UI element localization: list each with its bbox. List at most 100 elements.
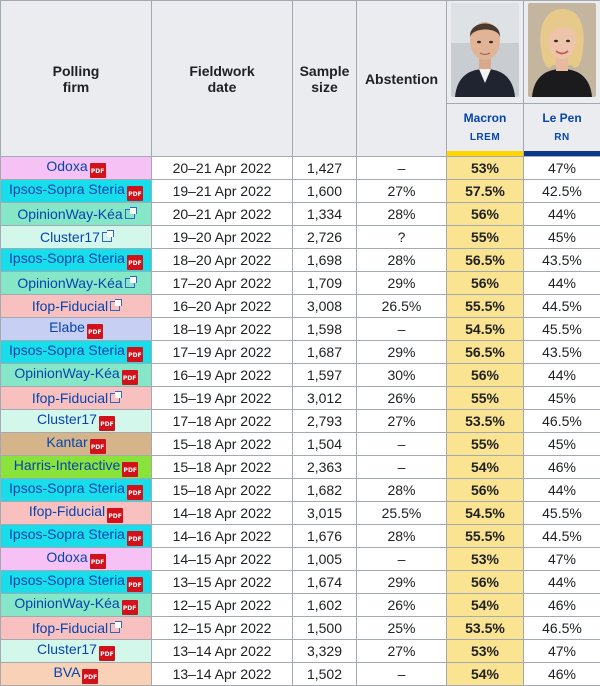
polling-firm-link[interactable]: Harris-Interactive (14, 457, 121, 473)
pdf-icon[interactable]: PDF (127, 577, 143, 592)
pdf-icon[interactable]: PDF (122, 370, 138, 385)
sample-size-cell: 1,427 (293, 157, 357, 180)
pdf-icon[interactable]: PDF (99, 416, 115, 431)
pdf-icon[interactable]: PDF (82, 669, 98, 684)
abstention-cell: 28% (357, 525, 447, 548)
external-link-icon[interactable] (125, 209, 135, 219)
macron-portrait[interactable] (451, 3, 519, 97)
pdf-icon[interactable]: PDF (122, 600, 138, 615)
le-pen-party-color-bar (524, 151, 600, 156)
macron-percentage-cell: 53% (447, 640, 524, 663)
pdf-icon[interactable]: PDF (99, 646, 115, 661)
fieldwork-date-cell: 18–20 Apr 2022 (152, 249, 293, 272)
pdf-icon[interactable]: PDF (127, 186, 143, 201)
pdf-icon[interactable]: PDF (122, 462, 138, 477)
abstention-cell: – (357, 663, 447, 686)
candidate-macron-name[interactable]: Macron (447, 110, 523, 126)
macron-percentage-cell: 56.5% (447, 341, 524, 364)
header-abstention[interactable]: Abstention (357, 1, 447, 157)
polling-firm-cell: Ifop-Fiducial (1, 617, 152, 640)
le-pen-photo-cell (524, 1, 600, 104)
le-pen-percentage-cell: 46.5% (524, 410, 600, 433)
le-pen-percentage-cell: 45.5% (524, 318, 600, 341)
polling-firm-link[interactable]: Cluster17 (37, 411, 97, 427)
polling-firm-link[interactable]: Ipsos-Sopra Steria (9, 526, 125, 542)
sample-size-cell: 1,674 (293, 571, 357, 594)
polling-firm-link[interactable]: OpinionWay-Kéa (14, 595, 119, 611)
macron-percentage-cell: 56% (447, 479, 524, 502)
polling-firm-link[interactable]: Ifop-Fiducial (29, 503, 105, 519)
pdf-icon[interactable]: PDF (127, 531, 143, 546)
candidate-le-pen-party[interactable]: RN (524, 130, 600, 146)
fieldwork-date-cell: 17–20 Apr 2022 (152, 272, 293, 295)
external-link-icon[interactable] (110, 301, 120, 311)
sample-size-cell: 1,005 (293, 548, 357, 571)
header-polling-firm-label: Polling firm (46, 63, 106, 95)
polling-firm-link[interactable]: Ipsos-Sopra Steria (9, 342, 125, 358)
fieldwork-date-cell: 12–15 Apr 2022 (152, 594, 293, 617)
macron-percentage-cell: 56.5% (447, 249, 524, 272)
abstention-cell: 28% (357, 203, 447, 226)
external-link-icon[interactable] (125, 278, 135, 288)
polling-firm-link[interactable]: OpinionWay-Kéa (17, 206, 122, 222)
polling-firm-link[interactable]: Ifop-Fiducial (32, 620, 108, 636)
external-link-icon[interactable] (110, 623, 120, 633)
candidate-macron-party[interactable]: LREM (447, 130, 523, 146)
external-link-icon[interactable] (102, 232, 112, 242)
polling-firm-link[interactable]: Odoxa (46, 158, 87, 174)
polling-firm-link[interactable]: Odoxa (46, 549, 87, 565)
sample-size-cell: 3,015 (293, 502, 357, 525)
polling-firm-cell: OpinionWay-Kéa (1, 272, 152, 295)
le-pen-percentage-cell: 44% (524, 203, 600, 226)
pdf-icon[interactable]: PDF (107, 508, 123, 523)
macron-percentage-cell: 54.5% (447, 502, 524, 525)
polling-firm-link[interactable]: Ipsos-Sopra Steria (9, 480, 125, 496)
abstention-cell: 26.5% (357, 295, 447, 318)
polling-firm-link[interactable]: Ifop-Fiducial (32, 298, 108, 314)
polling-firm-link[interactable]: BVA (54, 664, 81, 680)
macron-percentage-cell: 53% (447, 157, 524, 180)
polling-firm-link[interactable]: OpinionWay-Kéa (17, 275, 122, 291)
pdf-icon[interactable]: PDF (87, 324, 103, 339)
polling-firm-link[interactable]: Ipsos-Sopra Steria (9, 250, 125, 266)
candidate-le-pen-name[interactable]: Le Pen (524, 110, 600, 126)
pdf-icon[interactable]: PDF (127, 485, 143, 500)
header-fieldwork-date[interactable]: Fieldwork date (152, 1, 293, 157)
pdf-icon[interactable]: PDF (90, 554, 106, 569)
polling-firm-cell: Ifop-Fiducial (1, 387, 152, 410)
le-pen-percentage-cell: 46.5% (524, 617, 600, 640)
abstention-cell: 29% (357, 341, 447, 364)
abstention-cell: – (357, 456, 447, 479)
fieldwork-date-cell: 14–15 Apr 2022 (152, 548, 293, 571)
polling-firm-link[interactable]: OpinionWay-Kéa (14, 365, 119, 381)
polling-firm-link[interactable]: Cluster17 (40, 229, 100, 245)
le-pen-percentage-cell: 44% (524, 479, 600, 502)
fieldwork-date-cell: 13–15 Apr 2022 (152, 571, 293, 594)
polling-firm-link[interactable]: Ipsos-Sopra Steria (9, 572, 125, 588)
pdf-icon[interactable]: PDF (127, 255, 143, 270)
abstention-cell: 29% (357, 571, 447, 594)
pdf-icon[interactable]: PDF (127, 347, 143, 362)
le-pen-percentage-cell: 47% (524, 157, 600, 180)
header-polling-firm[interactable]: Polling firm (1, 1, 152, 157)
fieldwork-date-cell: 18–19 Apr 2022 (152, 318, 293, 341)
pdf-icon[interactable]: PDF (90, 163, 106, 178)
le-pen-percentage-cell: 45% (524, 433, 600, 456)
le-pen-portrait[interactable] (528, 3, 596, 97)
polling-firm-link[interactable]: Cluster17 (37, 641, 97, 657)
polling-firm-link[interactable]: Kantar (46, 434, 87, 450)
polling-firm-link[interactable]: Ifop-Fiducial (32, 390, 108, 406)
external-link-icon[interactable] (110, 393, 120, 403)
polling-firm-link[interactable]: Ipsos-Sopra Steria (9, 181, 125, 197)
pdf-icon[interactable]: PDF (90, 439, 106, 454)
polling-firm-link[interactable]: Elabe (49, 319, 85, 335)
header-sample-size[interactable]: Sample size (293, 1, 357, 157)
